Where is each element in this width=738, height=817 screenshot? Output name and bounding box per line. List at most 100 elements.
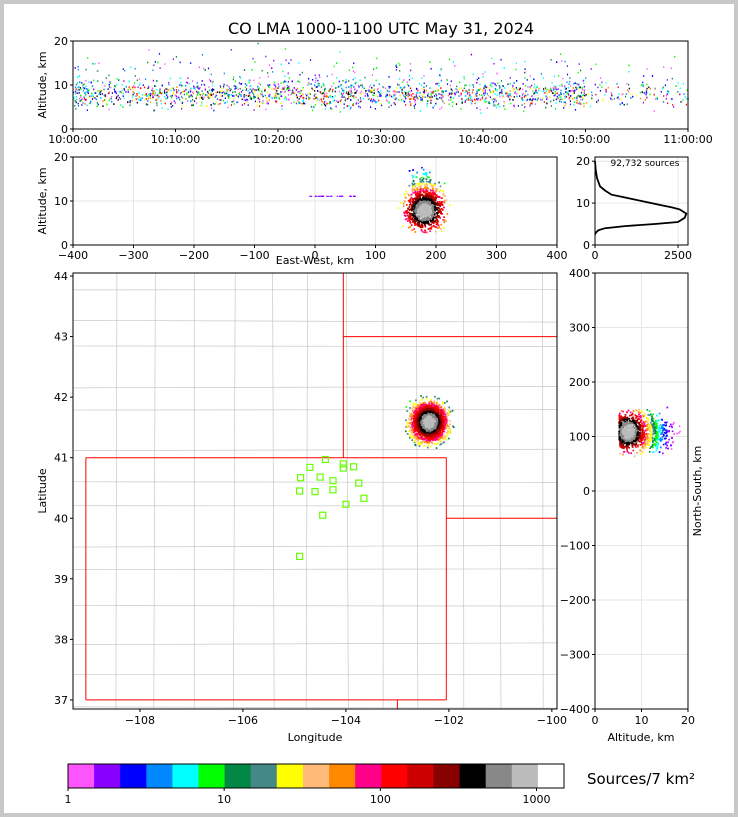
altitude-time-source — [550, 59, 552, 61]
altitude-time-source — [138, 98, 140, 101]
altitude-time-source — [445, 90, 447, 92]
altitude-time-source — [125, 86, 127, 88]
east-west-source — [435, 189, 438, 192]
map-source — [448, 406, 450, 409]
altitude-time-source — [151, 89, 153, 92]
altitude-time-source — [455, 103, 458, 105]
altitude-time-source — [332, 100, 334, 102]
altitude-time-source — [326, 102, 328, 105]
altitude-time-source — [499, 95, 501, 98]
altitude-time-source — [675, 92, 677, 95]
altitude-time-source — [591, 91, 593, 94]
east-west-source — [408, 217, 410, 220]
altitude-time-source — [439, 74, 441, 76]
altitude-time-source — [179, 98, 181, 101]
east-west-source — [421, 205, 423, 207]
east-west-source — [428, 209, 430, 212]
altitude-time-source — [388, 102, 390, 104]
altitude-time-source — [193, 85, 195, 88]
east-west-source — [416, 216, 419, 219]
altitude-time-source — [157, 95, 159, 98]
east-west-source — [414, 220, 416, 222]
east-west-source — [415, 207, 417, 210]
altitude-time-source — [576, 96, 578, 99]
altitude-time-source — [440, 93, 442, 96]
east-west-source — [408, 194, 410, 197]
altitude-time-source — [438, 82, 440, 85]
altitude-time-source — [486, 100, 488, 103]
altitude-time-source — [398, 84, 400, 86]
altitude-time-source — [253, 96, 255, 98]
altitude-time-source — [199, 97, 202, 99]
altitude-time-source — [488, 102, 490, 104]
altitude-time-source — [546, 93, 548, 95]
altitude-time-source — [482, 73, 484, 75]
histogram-xtick-label: 0 — [592, 249, 599, 262]
altitude-time-source — [430, 95, 432, 98]
altitude-time-source — [204, 88, 206, 91]
altitude-time-source — [441, 97, 443, 99]
east-west-source — [431, 202, 433, 204]
altitude-time-source — [555, 87, 557, 89]
altitude-time-source — [219, 99, 221, 101]
altitude-time-source — [190, 62, 192, 64]
east-west-source — [411, 204, 414, 207]
altitude-time-source — [299, 102, 301, 104]
altitude-time-source — [271, 88, 273, 90]
altitude-time-source — [129, 104, 131, 107]
altitude-time-source — [512, 99, 514, 101]
east-west-source — [421, 226, 424, 228]
altitude-time-source — [427, 93, 429, 96]
altitude-time-source — [192, 91, 194, 94]
altitude-time-source — [326, 92, 328, 95]
map-source — [404, 430, 407, 433]
altitude-time-source — [499, 92, 501, 94]
altitude-time-source — [174, 94, 176, 97]
altitude-time-source — [226, 92, 228, 95]
altitude-time-source — [564, 101, 566, 103]
altitude-time-source — [192, 104, 194, 106]
altitude-time-source — [390, 95, 393, 98]
altitude-time-source — [303, 102, 305, 104]
altitude-time-source — [429, 61, 431, 63]
east-west-source — [418, 183, 420, 185]
east-west-source — [415, 210, 417, 213]
altitude-time-source — [349, 107, 351, 110]
altitude-time-source — [554, 93, 556, 95]
altitude-time-source — [307, 84, 309, 86]
altitude-time-source — [567, 91, 569, 93]
east-west-source — [321, 195, 323, 197]
altitude-time-source — [656, 98, 658, 100]
altitude-time-source — [252, 57, 254, 60]
altitude-time-source — [460, 92, 462, 95]
altitude-time-source — [439, 108, 441, 110]
east-west-source — [413, 207, 416, 209]
altitude-time-source — [111, 92, 113, 94]
east-west-source — [439, 217, 441, 219]
east-west-source — [417, 197, 420, 200]
altitude-time-source — [79, 81, 81, 83]
east-west-source — [426, 219, 429, 222]
east-west-source — [402, 225, 404, 227]
east-west-source — [402, 205, 405, 207]
county-border — [115, 273, 118, 709]
east-west-source — [427, 210, 429, 212]
altitude-time-source — [489, 91, 491, 93]
altitude-time-source — [311, 109, 314, 112]
altitude-time-source — [613, 98, 615, 100]
altitude-time-source — [150, 93, 153, 95]
east-west-source — [420, 209, 423, 212]
altitude-time-source — [122, 92, 125, 95]
altitude-time-source — [375, 101, 377, 103]
east-west-source — [432, 193, 434, 195]
altitude-time-source — [177, 96, 179, 98]
altitude-time-source — [308, 92, 310, 94]
altitude-time-source — [382, 86, 384, 88]
map-source — [430, 398, 433, 401]
altitude-time-source — [497, 104, 499, 106]
altitude-time-source — [430, 102, 432, 104]
east-west-source — [412, 202, 414, 205]
altitude-time-source — [426, 102, 428, 105]
altitude-time-source — [312, 88, 314, 91]
altitude-time-source — [245, 98, 248, 101]
